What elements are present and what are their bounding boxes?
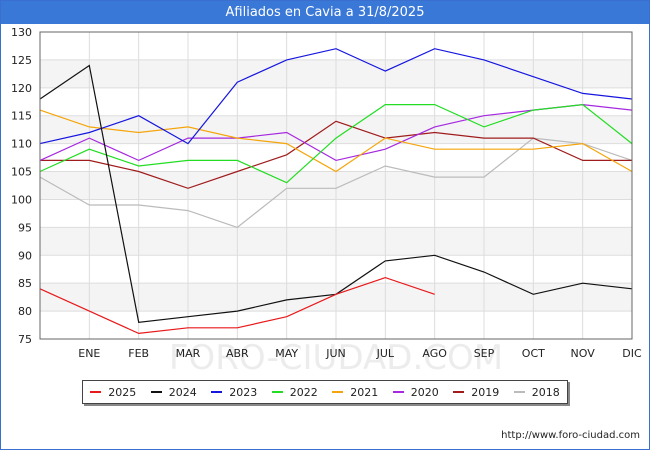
legend-item-2021: 2021: [332, 386, 378, 399]
x-tick-label: OCT: [522, 347, 545, 360]
legend-label: 2022: [289, 385, 318, 399]
legend-item-2019: 2019: [453, 386, 499, 399]
legend-item-2025: 2025: [90, 386, 136, 399]
x-tick-label: MAY: [275, 347, 298, 360]
x-axis-ticks: ENE FEB MAR ABR MAY JUN JUL AGO SEP OCT NOV DIC: [78, 347, 642, 360]
x-tick-label: AGO: [422, 347, 447, 360]
legend-swatch: [90, 391, 102, 393]
y-axis-ticks: 75 80 85 90 95 100 105 110 115 120 125 130: [11, 26, 32, 346]
legend-label: 2021: [350, 385, 379, 399]
y-tick-label: 90: [18, 249, 32, 262]
chart-title: Afiliados en Cavia a 31/8/2025: [1, 1, 649, 24]
x-tick-label: JUL: [376, 347, 395, 360]
y-tick-label: 100: [11, 193, 32, 206]
series-line-2023: [39, 48, 633, 145]
x-tick-label: MAR: [176, 347, 201, 360]
legend-label: 2024: [168, 385, 197, 399]
legend-swatch: [332, 391, 344, 393]
y-tick-label: 85: [18, 277, 32, 290]
x-tick-label: JUN: [325, 347, 346, 360]
series-line-2019: [40, 120, 632, 189]
legend-swatch: [150, 391, 162, 393]
y-tick-label: 120: [11, 82, 32, 95]
legend-label: 2025: [108, 385, 137, 399]
y-tick-label: 95: [18, 221, 32, 234]
watermark: FORO-CIUDAD.COM: [169, 338, 503, 378]
y-tick-label: 80: [18, 305, 32, 318]
legend-label: 2019: [471, 385, 500, 399]
legend: 2025 2024 2023 2022 2021 2020 2019 2018: [82, 380, 568, 404]
x-tick-label: ENE: [78, 347, 100, 360]
legend-label: 2018: [531, 385, 560, 399]
plot-border: [39, 31, 633, 340]
x-tick-label: DIC: [622, 347, 642, 360]
series-line-2022: [39, 103, 633, 184]
y-tick-label: 75: [18, 333, 32, 346]
legend-swatch: [271, 391, 283, 393]
y-tick-label: 130: [11, 26, 32, 39]
x-tick-label: SEP: [474, 347, 495, 360]
legend-label: 2023: [229, 385, 258, 399]
legend-item-2024: 2024: [150, 385, 197, 399]
y-tick-label: 110: [11, 138, 32, 151]
series-line-2025: [39, 276, 435, 335]
source-url: http://www.foro-ciudad.com: [501, 430, 640, 441]
series-line-2021: [39, 109, 633, 173]
legend-item-2018: 2018: [513, 385, 560, 399]
x-tick-label: FEB: [128, 347, 149, 360]
legend-item-2020: 2020: [392, 385, 439, 399]
legend-item-2023: 2023: [211, 386, 257, 399]
series-lines: [39, 48, 633, 335]
legend-label: 2020: [410, 385, 439, 399]
legend-item-2022: 2022: [271, 385, 318, 399]
y-tick-label: 125: [11, 54, 32, 67]
x-tick-label: NOV: [571, 347, 596, 360]
line-chart: FORO-CIUDAD.COM 75 80 85 90 95 100 105 110 115 12…: [11, 26, 642, 378]
x-tick-label: ABR: [226, 347, 249, 360]
legend-swatch: [392, 391, 404, 393]
legend-swatch: [211, 391, 223, 393]
y-tick-label: 115: [11, 110, 32, 123]
legend-swatch: [513, 391, 525, 393]
y-tick-label: 105: [11, 166, 32, 179]
legend-swatch: [453, 391, 465, 393]
